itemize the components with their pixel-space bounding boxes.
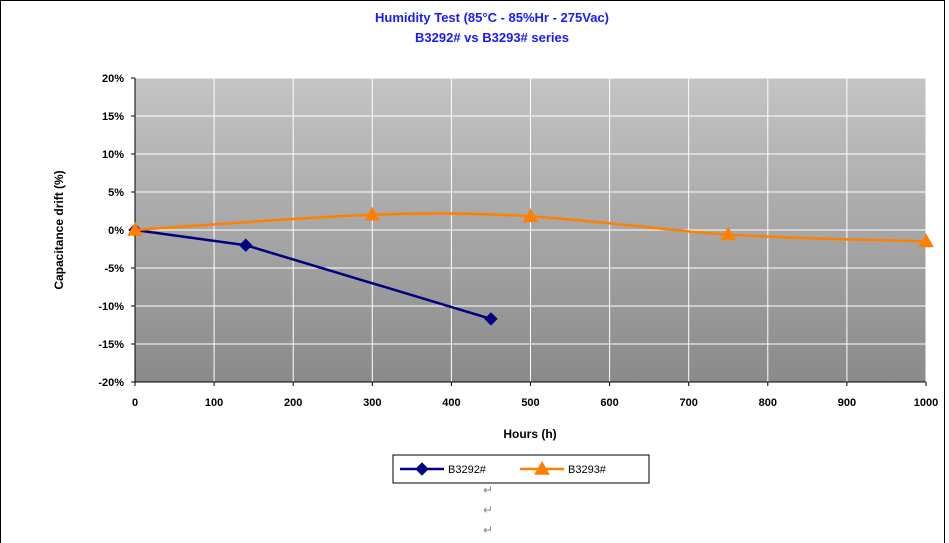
chart-title: Humidity Test (85°C - 85%Hr - 275Vac) bbox=[375, 10, 609, 25]
data-point-b3293 bbox=[522, 208, 539, 223]
x-tick-label: 100 bbox=[205, 397, 223, 409]
x-tick-label: 200 bbox=[284, 397, 302, 409]
paragraph-mark: ↵ bbox=[483, 523, 493, 537]
data-point-b3293 bbox=[720, 226, 737, 241]
y-tick-label: 5% bbox=[108, 187, 124, 199]
y-axis-label: Capacitance drift (%) bbox=[52, 170, 66, 289]
x-tick-label: 1000 bbox=[914, 397, 938, 409]
y-tick-label: 10% bbox=[102, 149, 124, 161]
y-tick-label: 15% bbox=[102, 111, 124, 123]
legend-marker-b3292 bbox=[415, 462, 429, 476]
y-tick-label: -15% bbox=[98, 339, 124, 351]
legend-label-b3293: B3293# bbox=[568, 464, 607, 476]
data-point-b3292 bbox=[239, 238, 253, 252]
x-tick-label: 500 bbox=[521, 397, 539, 409]
y-tick-label: 20% bbox=[102, 73, 124, 85]
tick-labels: 0 100 200 300 400 500 600 700 800 900 1000 -20% -15%… bbox=[98, 73, 938, 409]
x-tick-label: 300 bbox=[363, 397, 381, 409]
paragraph-mark: ↵ bbox=[483, 483, 493, 497]
y-tick-label: -5% bbox=[104, 263, 124, 275]
chart-subtitle: B3292# vs B3293# series bbox=[415, 30, 569, 45]
legend: B3292# B3293# bbox=[392, 454, 650, 484]
x-tick-label: 700 bbox=[680, 397, 698, 409]
data-point-b3293 bbox=[364, 206, 381, 221]
y-tick-label: -10% bbox=[98, 301, 124, 313]
data-point-b3293 bbox=[127, 221, 143, 236]
series bbox=[127, 206, 934, 326]
legend-marker-b3293 bbox=[534, 460, 550, 475]
x-tick-label: 0 bbox=[132, 397, 138, 409]
data-point-b3293 bbox=[918, 233, 934, 248]
paragraph-mark: ↵ bbox=[483, 503, 493, 517]
grid bbox=[135, 77, 927, 382]
x-tick-label: 600 bbox=[600, 397, 618, 409]
x-tick-label: 400 bbox=[442, 397, 460, 409]
legend-label-b3292: B3292# bbox=[448, 464, 487, 476]
x-tick-label: 800 bbox=[759, 397, 777, 409]
data-point-b3292 bbox=[484, 312, 498, 326]
y-tick-label: 0% bbox=[108, 225, 124, 237]
x-tick-label: 900 bbox=[838, 397, 856, 409]
x-axis-label: Hours (h) bbox=[503, 427, 556, 441]
y-tick-label: -20% bbox=[98, 377, 124, 389]
paragraph-marks: ↵ ↵ ↵ bbox=[483, 483, 493, 537]
